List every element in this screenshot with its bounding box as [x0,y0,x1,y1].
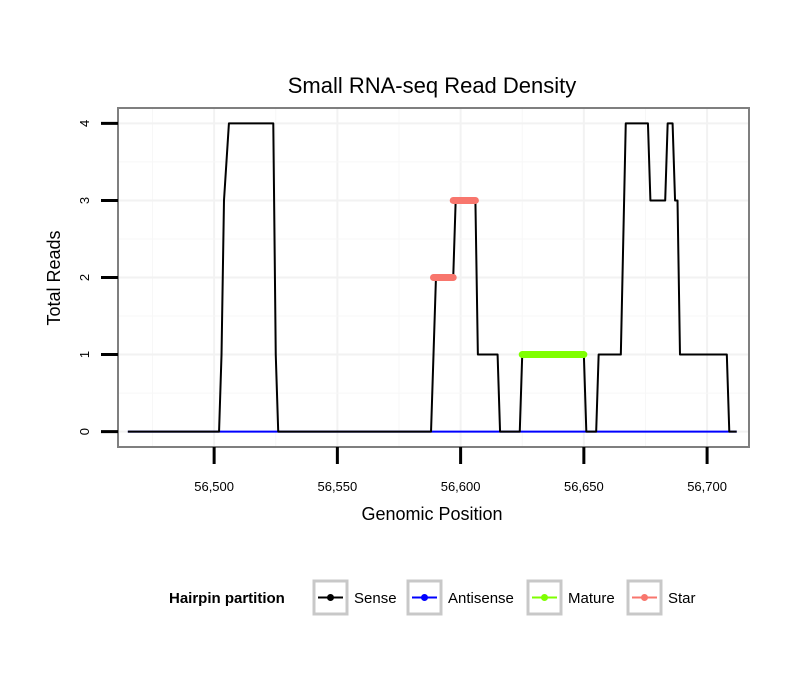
axis-ticks: 56,500 56,550 56,600 56,650 56,700 0 1 2 3 4 [77,120,727,494]
chart-title: Small RNA-seq Read Density [288,73,577,98]
legend-title: Hairpin partition [169,590,285,607]
y-tick-label: 1 [77,351,92,358]
y-tick-label: 3 [77,197,92,204]
x-axis-title: Genomic Position [361,504,502,524]
legend-key-point [541,594,548,601]
y-tick-label: 4 [77,120,92,127]
legend-label-star: Star [668,590,696,607]
legend-key-point [421,594,428,601]
x-tick-label: 56,500 [194,479,234,494]
x-tick-label: 56,700 [687,479,727,494]
legend-label-antisense: Antisense [448,590,514,607]
legend-key-point [641,594,648,601]
legend-key-point [327,594,334,601]
legend-label-sense: Sense [354,590,397,607]
y-tick-label: 0 [77,428,92,435]
x-tick-label: 56,600 [441,479,481,494]
series [127,122,737,433]
series-line-sense [127,122,737,433]
legend: Hairpin partition Sense Antisense Mature St… [169,579,696,616]
legend-label-mature: Mature [568,590,615,607]
x-tick-label: 56,550 [317,479,357,494]
y-axis-title: Total Reads [44,230,64,325]
y-tick-label: 2 [77,274,92,281]
x-tick-label: 56,650 [564,479,604,494]
